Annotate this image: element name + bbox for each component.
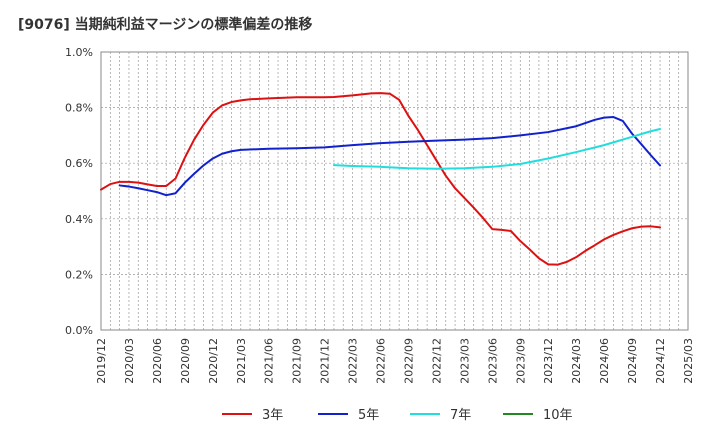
plot-frame: [100, 51, 689, 331]
series-line-7年: [332, 128, 662, 170]
x-tick-label: 2023/03: [458, 338, 471, 384]
x-tick-label: 2022/12: [430, 338, 443, 384]
x-tick-label: 2020/09: [179, 338, 192, 384]
x-axis-ticks: 2019/12 2020/03 2020/06 2020/09 2020/12 2021/…: [95, 338, 695, 384]
x-tick-label: 2022/09: [402, 338, 415, 384]
series-line-3年: [100, 92, 662, 266]
legend-label: 7年: [450, 408, 471, 423]
y-tick-label: 0.2%: [65, 268, 93, 281]
x-tick-label: 2020/06: [151, 338, 164, 384]
x-tick-label: 2024/06: [598, 338, 611, 384]
x-tick-label: 2023/09: [514, 338, 527, 384]
y-axis-ticks: 0.0% 0.2% 0.4% 0.6% 0.8% 1.0%: [65, 46, 93, 337]
x-tick-label: 2024/12: [654, 338, 667, 384]
grid-lines: [101, 52, 688, 330]
x-tick-label: 2024/03: [570, 338, 583, 384]
x-tick-label: 2021/09: [291, 338, 304, 384]
x-tick-label: 2025/03: [682, 338, 695, 384]
y-tick-label: 1.0%: [65, 46, 93, 59]
x-tick-label: 2019/12: [95, 338, 108, 384]
x-tick-label: 2020/03: [123, 338, 136, 384]
y-tick-label: 0.8%: [65, 102, 93, 115]
legend-label: 10年: [543, 408, 573, 423]
chart-title: [9076] 当期純利益マージンの標準偏差の推移: [18, 17, 313, 33]
y-tick-label: 0.6%: [65, 157, 93, 170]
legend: 3年 5年 7年 10年: [222, 408, 573, 423]
legend-label: 3年: [262, 408, 283, 423]
x-tick-label: 2021/12: [319, 338, 332, 384]
x-tick-label: 2023/06: [486, 338, 499, 384]
y-tick-label: 0.0%: [65, 324, 93, 337]
series-layer: [100, 92, 662, 266]
x-tick-label: 2021/06: [263, 338, 276, 384]
x-tick-label: 2020/12: [207, 338, 220, 384]
x-tick-label: 2022/06: [375, 338, 388, 384]
x-tick-label: 2021/03: [235, 338, 248, 384]
series-line-5年: [118, 116, 662, 197]
x-tick-label: 2023/12: [542, 338, 555, 384]
x-tick-label: 2022/03: [347, 338, 360, 384]
legend-label: 5年: [358, 408, 379, 423]
y-tick-label: 0.4%: [65, 213, 93, 226]
x-tick-label: 2024/09: [626, 338, 639, 384]
